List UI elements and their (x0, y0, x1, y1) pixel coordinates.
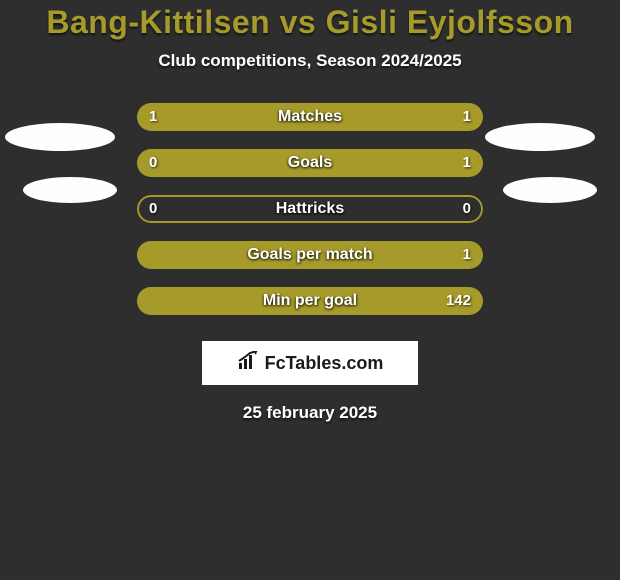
subtitle: Club competitions, Season 2024/2025 (0, 51, 620, 71)
brand-logo-text: FcTables.com (265, 353, 384, 374)
stat-bar: Min per goal142 (137, 287, 483, 315)
stat-bar: Goals01 (137, 149, 483, 177)
stat-bar: Goals per match1 (137, 241, 483, 269)
bar-fill-left (137, 149, 199, 177)
bar-fill-right (199, 149, 483, 177)
stat-row: Matches11 (0, 103, 620, 131)
date-text: 25 february 2025 (0, 403, 620, 423)
stat-row: Hattricks0 0 (0, 195, 620, 223)
stat-row: Goals01 (0, 149, 620, 177)
stat-row: Min per goal142 (0, 287, 620, 315)
chart-icon (237, 351, 259, 376)
comparison-infographic: Bang-Kittilsen vs Gisli Eyjolfsson Club … (0, 0, 620, 580)
stat-value-left: 0 (149, 195, 157, 223)
brand-logo: FcTables.com (237, 351, 384, 376)
bar-fill-right (137, 241, 483, 269)
stat-value-right: 0 (463, 195, 471, 223)
bar-fill-right (137, 287, 483, 315)
stat-label: Hattricks (137, 195, 483, 223)
bar-border (137, 195, 483, 223)
bar-fill-left (137, 103, 310, 131)
stat-bar: Hattricks0 0 (137, 195, 483, 223)
bar-fill-right (310, 103, 483, 131)
brand-logo-box: FcTables.com (202, 341, 418, 385)
page-title: Bang-Kittilsen vs Gisli Eyjolfsson (0, 0, 620, 41)
stat-row: Goals per match1 (0, 241, 620, 269)
stat-bar: Matches11 (137, 103, 483, 131)
